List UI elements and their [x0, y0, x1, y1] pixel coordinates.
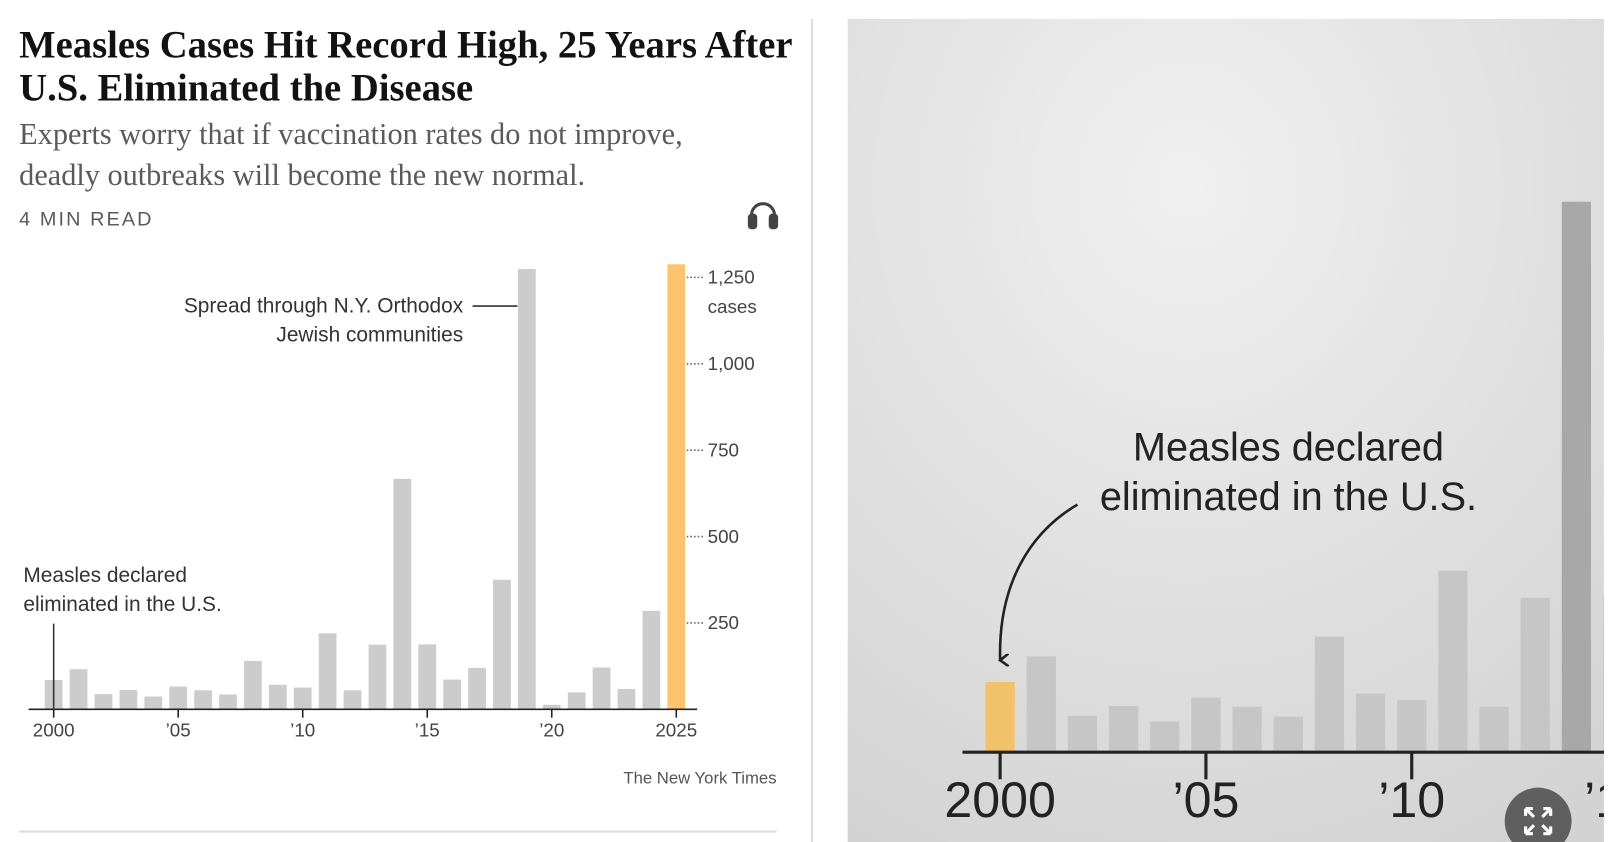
bar	[343, 690, 362, 710]
bar	[368, 644, 387, 710]
bar	[169, 686, 188, 710]
annotation: Measles declared	[1133, 426, 1444, 470]
bar	[1108, 705, 1139, 753]
bar	[318, 633, 337, 710]
x-tick-label: ’10	[1378, 772, 1445, 828]
bar	[1355, 693, 1386, 753]
headline: Measles Cases Hit Record High, 25 Years …	[19, 24, 792, 66]
x-tick-label: 2025	[655, 719, 697, 740]
bar	[1479, 706, 1509, 753]
bar	[592, 667, 611, 710]
bar	[493, 579, 511, 710]
y-tick-label: 1,000	[708, 353, 755, 374]
x-tick-label: ’05	[166, 719, 191, 740]
bar	[542, 704, 561, 710]
x-tick-label: ’20	[539, 719, 564, 740]
bar	[1026, 656, 1056, 753]
bar	[1561, 201, 1591, 753]
bar	[293, 687, 312, 710]
bar	[1520, 597, 1550, 753]
annotation: eliminated in the U.S.	[1100, 475, 1477, 519]
bar	[69, 669, 88, 710]
bar	[1232, 706, 1262, 753]
panel-background	[847, 18, 1604, 842]
bar	[244, 660, 262, 710]
bar	[985, 682, 1015, 753]
annotation: Spread through N.Y. Orthodox	[184, 294, 464, 317]
bar	[617, 688, 636, 710]
x-tick-label: ’05	[1172, 772, 1239, 828]
source: The New York Times	[623, 768, 776, 787]
read-time: 4 MIN READ	[19, 209, 153, 231]
x-tick-label: ’15	[1584, 772, 1620, 828]
summary: deadly outbreaks will become the new nor…	[19, 158, 585, 192]
bar	[144, 696, 163, 710]
bar	[1314, 636, 1345, 753]
bar	[1150, 721, 1180, 753]
headline: U.S. Eliminated the Disease	[19, 67, 473, 109]
bar	[1273, 716, 1303, 753]
bar	[567, 692, 586, 710]
y-unit-label: cases	[708, 296, 757, 317]
annotation-arrow	[1000, 503, 1079, 661]
bar	[517, 269, 536, 710]
y-tick-label: 750	[708, 439, 739, 460]
bar	[1397, 700, 1427, 753]
y-tick-label: 500	[708, 526, 739, 547]
bar	[194, 690, 212, 710]
y-tick-label: 250	[708, 612, 739, 633]
bar	[642, 610, 661, 710]
bar	[418, 644, 437, 710]
bar	[119, 689, 138, 710]
bar	[94, 694, 113, 710]
bar	[219, 694, 237, 710]
bar	[443, 679, 462, 710]
chart: 2000 ’05 ’10 ’15 Measles declared eliminated …	[944, 201, 1620, 828]
bar	[268, 684, 287, 710]
y-tick-label: 1,250	[708, 267, 755, 288]
bar	[1438, 570, 1468, 753]
annotation: Jewish communities	[276, 324, 463, 347]
annotation: eliminated in the U.S.	[23, 593, 221, 616]
annotation: Measles declared	[23, 564, 187, 587]
x-tick-label: ’15	[415, 719, 440, 740]
bar	[393, 478, 412, 710]
x-tick-label: 2000	[33, 719, 75, 740]
expand-button[interactable]	[1504, 787, 1572, 842]
bar	[1191, 697, 1221, 753]
summary: Experts worry that if vaccination rates …	[19, 117, 682, 151]
bar	[667, 264, 686, 710]
article-header: Measles Cases Hit Record High, 25 Years …	[19, 24, 792, 230]
bar	[468, 667, 486, 710]
listen-button[interactable]	[747, 202, 779, 230]
x-tick-label: 2000	[944, 772, 1056, 828]
x-tick-label: ’10	[290, 719, 315, 740]
chart: 1,250 1,000 750 500 250 cases 2000 ’05 ’10 ’15 ’20…	[23, 264, 777, 787]
zoomed-chart-panel: 2000 ’05 ’10 ’15 Measles declared eliminated …	[847, 18, 1620, 842]
bar	[1602, 597, 1604, 753]
bar	[1067, 715, 1098, 753]
